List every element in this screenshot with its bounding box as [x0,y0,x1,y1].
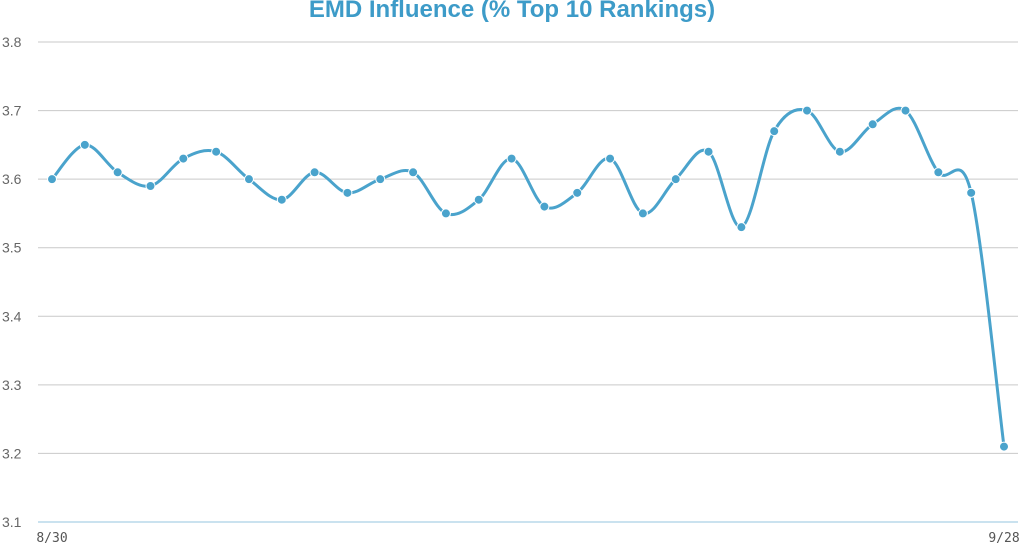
gridlines [38,41,1018,523]
data-point[interactable] [473,194,484,205]
x-tick-label: 8/30 [36,531,67,545]
data-point[interactable] [966,187,977,198]
y-axis-ticks: 3.1 3.2 3.3 3.4 3.5 3.6 3.7 3.8 [2,34,22,530]
y-tick-label: 3.8 [2,34,22,50]
data-point[interactable] [79,139,90,150]
data-point[interactable] [506,153,517,164]
y-tick-label: 3.6 [2,171,22,187]
series-line-group [50,106,1006,449]
data-point[interactable] [605,153,616,164]
data-point[interactable] [145,181,156,191]
data-point[interactable] [539,201,550,212]
series-points [47,105,1009,452]
y-tick-label: 3.3 [2,377,22,393]
data-point[interactable] [178,153,189,164]
series-line [50,106,1006,449]
data-point[interactable] [834,146,845,157]
data-point[interactable] [900,105,911,116]
data-point[interactable] [769,126,780,137]
chart-title: EMD Influence (% Top 10 Rankings) [308,0,716,23]
y-tick-label: 3.7 [2,103,22,119]
data-point[interactable] [637,208,648,219]
data-point[interactable] [736,222,747,233]
data-point[interactable] [440,208,451,219]
data-point[interactable] [670,174,681,185]
data-point[interactable] [802,105,813,116]
data-point[interactable] [867,119,878,130]
data-point[interactable] [933,167,944,178]
data-point[interactable] [999,441,1009,452]
data-point[interactable] [703,146,714,157]
data-point[interactable] [309,167,320,178]
data-point[interactable] [47,174,57,185]
data-point[interactable] [375,174,386,185]
y-tick-label: 3.1 [2,514,22,530]
x-tick-label: 9/28 [988,531,1019,545]
y-tick-label: 3.2 [2,445,22,461]
y-tick-label: 3.4 [2,308,22,324]
data-point[interactable] [112,167,123,178]
x-axis-ticks: 8/30 9/28 [36,531,1019,545]
data-point[interactable] [408,167,419,178]
data-point[interactable] [243,174,254,185]
data-point[interactable] [276,194,287,205]
data-point[interactable] [342,187,353,198]
data-point[interactable] [211,146,222,157]
y-tick-label: 3.5 [2,240,22,256]
data-point[interactable] [572,187,583,198]
